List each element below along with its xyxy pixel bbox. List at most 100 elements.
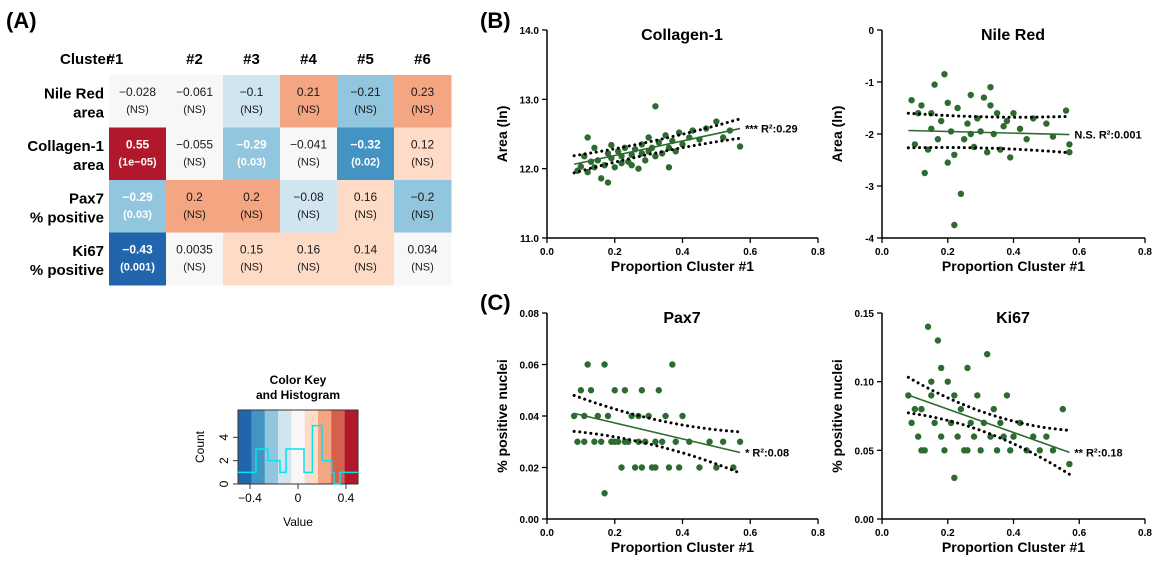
data-point (672, 438, 679, 445)
data-point (967, 91, 974, 99)
data-point (679, 412, 686, 420)
data-point (665, 164, 673, 171)
heatmap-cell (166, 75, 224, 128)
data-point (713, 118, 720, 125)
data-point (652, 103, 659, 110)
data-point (736, 438, 744, 445)
heatmap-cell-pvalue: (NS) (297, 262, 320, 274)
x-tick-label: 0.4 (676, 528, 690, 539)
stat-annotation: * R²:0.08 (745, 447, 789, 459)
y-tick-label: 12.0 (520, 165, 540, 176)
y-tick-label: 0.00 (520, 515, 540, 526)
heatmap-cell-pvalue: (NS) (183, 157, 206, 169)
data-point (581, 438, 588, 445)
ci-upper-band (906, 111, 1071, 119)
scatter-panel: Pax7 Proportion Cluster #1 % positive nucl… (494, 309, 825, 555)
data-point (918, 102, 925, 109)
x-tick-label: 0.2 (941, 247, 955, 258)
panel-label-a: (A) (6, 8, 37, 33)
heatmap-cell (109, 232, 167, 286)
data-point (944, 99, 951, 107)
x-tick-label: 0.2 (941, 528, 955, 539)
data-point (1043, 433, 1050, 440)
data-point (960, 136, 968, 143)
heatmap-cell-value: −0.43 (122, 243, 153, 257)
heatmap-column-label: #2 (186, 51, 203, 68)
data-point (1007, 154, 1014, 161)
regression-line (908, 394, 1070, 454)
heatmap-cell-value: −0.041 (290, 138, 327, 152)
heatmap-cell (109, 75, 167, 128)
y-tick-label: 13.0 (520, 95, 540, 106)
color-key-xlabel: Value (283, 515, 313, 529)
heatmap-cell-value: 0.21 (297, 85, 321, 99)
heatmap-row-label: area (73, 104, 105, 121)
color-key-swatch (264, 410, 279, 484)
color-key-xtick-label: −0.4 (238, 491, 262, 505)
data-point (642, 157, 649, 164)
data-point (984, 149, 991, 156)
heatmap-row-label: Ki67 (72, 243, 104, 260)
heatmap-cell-value: −0.061 (176, 85, 213, 99)
heatmap-cell (280, 180, 338, 233)
heatmap-cell-value: −0.29 (122, 190, 153, 204)
heatmap-cell-value: 0.15 (240, 243, 264, 257)
data-point (918, 405, 925, 413)
data-point (937, 117, 945, 125)
regression-line (908, 129, 1070, 136)
data-point (987, 84, 994, 91)
heatmap-corner-label: Cluster (60, 51, 112, 68)
data-point (954, 104, 961, 112)
data-point (944, 378, 951, 385)
heatmap-cell-pvalue: (NS) (411, 157, 434, 169)
heatmap-cell-pvalue: (NS) (183, 104, 206, 116)
data-point (928, 392, 935, 399)
scatter-panels: Collagen-1 Proportion Cluster #1 Area (ln)… (494, 26, 1152, 555)
x-axis-label: Proportion Cluster #1 (611, 258, 754, 274)
x-tick-label: 0.8 (1138, 528, 1152, 539)
data-point (655, 387, 662, 394)
color-key-swatch (344, 410, 359, 484)
data-point (1066, 460, 1073, 468)
data-point (1016, 125, 1024, 132)
data-point (957, 405, 965, 413)
heatmap-cell-pvalue: (NS) (354, 104, 377, 116)
color-key-swatch (278, 410, 292, 484)
data-point (974, 392, 981, 399)
data-point (951, 474, 958, 481)
data-point (911, 405, 919, 413)
heatmap-cell-pvalue: (NS) (354, 209, 377, 221)
heatmap-cell-value: 0.2 (186, 190, 203, 204)
heatmap-cell-value: 0.23 (411, 85, 435, 99)
ci-upper-band (906, 375, 1071, 432)
data-point (911, 141, 919, 148)
data-point (977, 128, 984, 135)
color-key-ytick-label: 0 (217, 480, 231, 487)
data-point (713, 464, 720, 471)
data-point (611, 164, 618, 171)
data-point (1043, 120, 1050, 127)
y-axis-label: % positive nuclei (494, 359, 510, 473)
data-point (594, 412, 602, 420)
heatmap-cell-pvalue: (NS) (126, 104, 149, 116)
heatmap-cell (223, 180, 281, 233)
data-point (1036, 447, 1044, 454)
data-point (601, 361, 608, 368)
data-point (611, 387, 618, 394)
heatmap-cell-pvalue: (NS) (183, 262, 206, 274)
x-tick-label: 0.4 (676, 247, 690, 258)
data-point (967, 419, 974, 427)
y-tick-label: 0.02 (520, 464, 540, 475)
ci-lower-band (906, 411, 1071, 476)
heatmap-cell (337, 232, 395, 286)
data-point (918, 447, 925, 454)
data-point (608, 141, 615, 149)
x-tick-label: 0.4 (1007, 528, 1021, 539)
heatmap-cell (280, 75, 338, 128)
data-point (1062, 107, 1070, 114)
color-key-histogram (238, 424, 358, 485)
data-point (706, 438, 713, 445)
ci-lower-band (906, 146, 1071, 155)
heatmap-cell (394, 127, 452, 181)
x-axis-label: Proportion Cluster #1 (942, 258, 1085, 274)
